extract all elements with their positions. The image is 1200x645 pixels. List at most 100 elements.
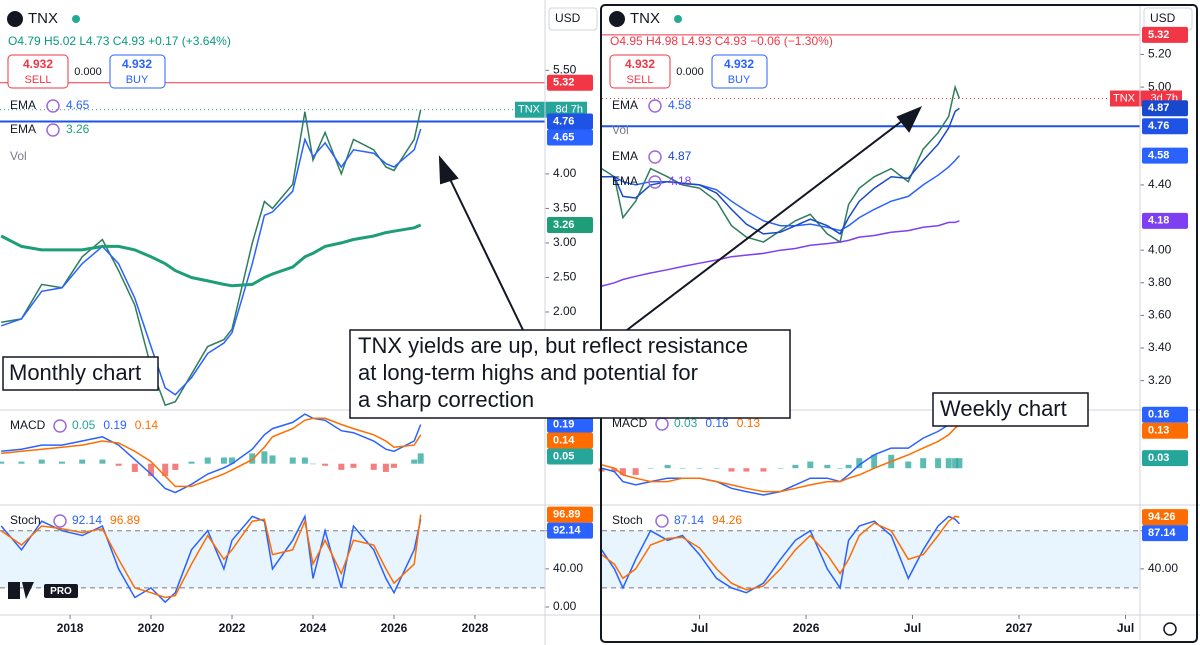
histogram-bar xyxy=(0,461,5,464)
sell-label: SELL xyxy=(627,74,654,86)
histogram-bar xyxy=(856,458,863,469)
y-tick-label: 3.40 xyxy=(1148,340,1172,354)
x-tick-label: 2022 xyxy=(219,621,246,635)
x-tick-label: Jul xyxy=(1117,621,1134,635)
symbol-icon xyxy=(7,11,23,27)
active-panel-border xyxy=(600,4,1198,643)
legend-value: 0.16 xyxy=(705,416,729,430)
arrow-head xyxy=(438,155,459,185)
histogram-bar xyxy=(131,463,138,472)
price-badge-text: 4.87 xyxy=(1148,102,1169,114)
y-tick-label: 3.50 xyxy=(553,201,577,215)
indicator-line xyxy=(600,515,960,594)
histogram-bar xyxy=(382,463,389,472)
y-tick-label: 5.20 xyxy=(1148,47,1172,61)
vol-label: Vol xyxy=(612,123,629,137)
buy-label: BUY xyxy=(126,74,149,86)
indicator-line xyxy=(1,413,422,494)
band-fill xyxy=(0,530,545,588)
histogram-bar xyxy=(945,458,952,469)
arrow-line xyxy=(626,120,903,331)
x-tick-label: 2026 xyxy=(793,621,820,635)
price-badge-text: 0.16 xyxy=(1148,409,1169,421)
price-badge-text: 96.89 xyxy=(553,509,581,521)
legend-icon xyxy=(46,99,60,113)
histogram-bar xyxy=(871,454,878,469)
price-badge-text: 0.14 xyxy=(553,434,575,446)
ohlc: O4.95 H4.98 L4.93 C4.93 −0.06 (−1.30%) xyxy=(610,34,833,48)
y-tick-label: 4.00 xyxy=(1148,242,1172,256)
logo-mark xyxy=(22,582,34,599)
spread: 0.000 xyxy=(74,66,102,78)
histogram-bar xyxy=(220,457,227,464)
histogram-bar xyxy=(338,463,345,470)
price-badge-text: 94.26 xyxy=(1148,511,1176,523)
histogram-bar xyxy=(760,468,767,472)
histogram-bar xyxy=(713,468,720,469)
logo-text: PRO xyxy=(50,586,72,597)
histogram-bar xyxy=(728,468,735,472)
arrow-line xyxy=(447,174,524,331)
y-tick-label: 3.20 xyxy=(1148,373,1172,387)
price-badge xyxy=(1142,450,1188,467)
plots: 5.50 4.00 3.50 3.00 2.50 2.00 TNX 8d 7h TNX USD O4… xyxy=(0,7,1200,635)
x-tick-label: Jul xyxy=(904,621,921,635)
x-tick-label: Jul xyxy=(691,621,708,635)
legend-name: EMA xyxy=(612,149,638,163)
histogram-bar xyxy=(38,459,45,464)
indicator-line xyxy=(601,414,960,496)
indicator-line xyxy=(601,107,960,235)
y-tick-label: 3.80 xyxy=(1148,275,1172,289)
sell-price: 4.932 xyxy=(625,57,655,71)
price-badge-text: 87.14 xyxy=(1148,527,1176,539)
label-box xyxy=(2,356,159,391)
legend-value: 96.89 xyxy=(110,513,140,527)
legend-icon xyxy=(655,514,669,528)
price-badge-text: 5.32 xyxy=(553,77,574,89)
annotation-line: a sharp correction xyxy=(358,387,534,412)
histogram-bar xyxy=(18,461,25,464)
indicator-line xyxy=(601,424,960,493)
legend-value: 87.14 xyxy=(674,513,704,527)
indicator-name: Stoch xyxy=(10,513,41,527)
indicator-name: MACD xyxy=(10,418,46,432)
y-tick-label: 4.00 xyxy=(553,166,577,180)
histogram-bar xyxy=(417,453,424,464)
legend-value: 94.26 xyxy=(712,513,742,527)
histogram-bar xyxy=(269,455,276,464)
indicator-name: MACD xyxy=(612,416,648,430)
settings-icon[interactable] xyxy=(1163,622,1177,636)
histogram-bar xyxy=(204,457,211,464)
indicator-line xyxy=(0,128,422,396)
y-tick-label: 3.60 xyxy=(1148,308,1172,322)
y-tick-label: 5.50 xyxy=(553,63,577,77)
monthly-label: Monthly chart xyxy=(9,360,141,385)
price-badge-text: 0.19 xyxy=(553,418,574,430)
legend-value: 0.03 xyxy=(674,416,698,430)
price-badge xyxy=(547,129,593,146)
histogram-bar xyxy=(743,468,750,472)
price-badge-text: 4.76 xyxy=(553,115,574,127)
price-badge-text: 0.05 xyxy=(553,450,574,462)
legend-value: 4.18 xyxy=(668,174,692,188)
y-tick-label: 0.00 xyxy=(553,599,577,613)
histogram-bar xyxy=(370,463,377,470)
legend-value: 3.26 xyxy=(66,122,90,136)
histogram-bar xyxy=(58,461,65,464)
logo-badge xyxy=(44,584,78,598)
indicator-line xyxy=(0,513,422,604)
histogram-bar xyxy=(792,464,799,469)
price-badge xyxy=(1142,212,1188,229)
legend-value: 0.19 xyxy=(103,418,127,432)
legend-name: EMA xyxy=(10,122,36,136)
histogram-bar xyxy=(99,459,106,464)
histogram-bar xyxy=(696,468,703,469)
y-tick-label: 40.00 xyxy=(553,561,583,575)
ohlc: O4.79 H5.02 L4.73 C4.93 +0.17 (+3.64%) xyxy=(8,34,231,48)
price-badge xyxy=(1142,422,1188,439)
histogram-bar xyxy=(249,453,256,464)
histogram-bar xyxy=(188,461,195,464)
sell-label: SELL xyxy=(25,74,52,86)
histogram-bar xyxy=(309,463,316,465)
